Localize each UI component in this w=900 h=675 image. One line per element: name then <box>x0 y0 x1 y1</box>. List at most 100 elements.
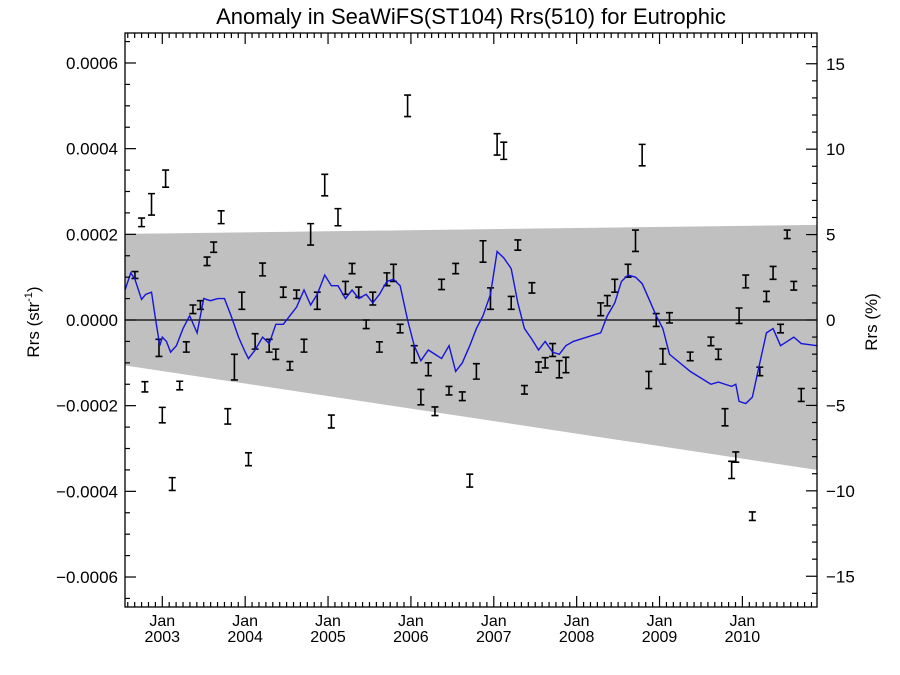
errorbar-point <box>348 262 356 275</box>
errorbar-point <box>797 387 805 403</box>
x-tick-year: 2010 <box>725 629 761 646</box>
errorbar-point <box>286 360 294 371</box>
errorbar-point <box>535 361 543 374</box>
errorbar-point <box>230 353 238 381</box>
y-tick-label: 0.0000 <box>66 311 118 330</box>
y-tick-label: 0.0004 <box>66 140 118 159</box>
errorbar-point <box>445 385 453 396</box>
errorbar-point <box>665 311 673 324</box>
errorbar-point <box>493 132 501 156</box>
x-tick-month: Jan <box>481 613 507 630</box>
y-tick-label: −0.0004 <box>56 482 118 501</box>
errorbar-point <box>528 281 536 294</box>
errorbar-point <box>466 473 474 488</box>
x-tick-year: 2004 <box>227 629 263 646</box>
errorbar-point <box>507 295 515 311</box>
errorbar-point <box>321 173 329 197</box>
errorbar-point <box>375 341 383 353</box>
errorbar-point <box>158 406 166 424</box>
errorbar-point <box>735 307 743 325</box>
x-tick-year: 2006 <box>393 629 429 646</box>
errorbar-point <box>707 336 715 347</box>
errorbar-point <box>293 289 301 300</box>
x-tick-month: Jan <box>232 613 258 630</box>
x-tick-month: Jan <box>647 613 673 630</box>
y-axis-title-left: Rrs (str-1) <box>23 286 43 357</box>
errorbar-point <box>659 347 667 365</box>
errorbar-point <box>479 239 487 263</box>
errorbar-point <box>279 286 287 299</box>
errorbar-point <box>748 511 756 522</box>
errorbar-point <box>141 380 149 393</box>
y-tick-label: −0.0006 <box>56 568 118 587</box>
errorbar-point <box>632 229 640 253</box>
x-tick-year: 2005 <box>310 629 346 646</box>
x-tick-year: 2003 <box>144 629 180 646</box>
errorbar-point <box>238 291 246 311</box>
errorbar-point <box>404 94 412 118</box>
y-tick-label: 0.0002 <box>66 225 118 244</box>
y2-tick-label: −10 <box>826 482 855 501</box>
errorbar-point <box>769 265 777 281</box>
errorbar-point <box>334 207 342 227</box>
y-axis-title-right: Rrs (%) <box>862 293 881 351</box>
plot-area: 0.0006 0.0004 0.0002 0.0000 −0.0002 −0.0004 −0… <box>56 32 855 646</box>
y2-tick-label: 15 <box>826 55 845 74</box>
errorbar-point <box>300 338 308 353</box>
errorbar-point <box>168 476 176 492</box>
y2-tick-label: −15 <box>826 567 855 586</box>
errorbar-point <box>728 460 736 480</box>
errorbar-point <box>259 262 267 277</box>
errorbar-point <box>777 323 785 334</box>
errorbar-point <box>458 391 466 402</box>
blue-smoothed-line <box>124 250 818 405</box>
errorbar-point <box>189 304 197 315</box>
errorbar-point <box>176 380 184 391</box>
errorbar-point <box>520 384 528 395</box>
errorbar-point <box>182 341 190 353</box>
errorbar-point <box>452 262 460 275</box>
errorbar-point <box>555 359 563 379</box>
errorbar-point <box>244 451 252 467</box>
errorbar-point <box>762 290 770 303</box>
errorbar-point <box>431 406 439 417</box>
x-tick-month: Jan <box>730 613 756 630</box>
errorbar-point <box>541 356 549 369</box>
y-tick-label: −0.0002 <box>56 397 118 416</box>
errorbar-point <box>742 274 750 289</box>
errorbar-point <box>424 362 432 377</box>
errorbar-point <box>603 294 611 307</box>
errorbar-point <box>714 348 722 361</box>
errorbar-point <box>438 278 446 291</box>
errorbar-point <box>500 141 508 161</box>
errorbar-point <box>472 362 480 380</box>
x-tick-year: 2007 <box>476 629 512 646</box>
x-tick-month: Jan <box>564 613 590 630</box>
errorbar-point <box>396 323 404 334</box>
errorbar-point <box>362 319 370 330</box>
y2-tick-label: 10 <box>826 140 845 159</box>
errorbar-point <box>790 280 798 291</box>
errorbar-point <box>686 351 694 362</box>
x-tick-month: Jan <box>398 613 424 630</box>
errorbar-point <box>645 370 653 390</box>
errorbar-point <box>148 192 156 216</box>
errorbar-point <box>217 209 225 225</box>
errorbar-point <box>138 217 146 228</box>
errorbar-point <box>549 342 557 358</box>
x-tick-month: Jan <box>149 613 175 630</box>
errorbar-point <box>611 278 619 293</box>
uncertainty-band <box>125 224 817 470</box>
x-tick-month: Jan <box>315 613 341 630</box>
chart-title: Anomaly in SeaWiFS(ST104) Rrs(510) for E… <box>216 4 726 29</box>
errorbar-point <box>732 451 740 464</box>
errorbar-point <box>203 256 211 267</box>
errorbar-point <box>307 222 315 246</box>
errorbar-point <box>417 388 425 406</box>
y2-tick-label: 5 <box>826 226 835 245</box>
errorbar-point <box>514 239 522 251</box>
errorbar-point <box>272 348 280 361</box>
errorbar-point <box>597 302 605 317</box>
errorbar-point <box>224 407 232 425</box>
errorbar-series <box>131 94 805 522</box>
